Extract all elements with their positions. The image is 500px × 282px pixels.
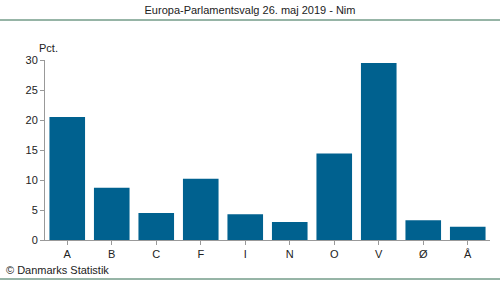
svg-text:0: 0 (32, 234, 38, 246)
svg-text:Europa-Parlamentsvalg 26. maj: Europa-Parlamentsvalg 26. maj 2019 - Nim (145, 4, 356, 16)
svg-text:5: 5 (32, 204, 38, 216)
svg-text:Pct.: Pct. (39, 42, 58, 54)
svg-text:© Danmarks Statistik: © Danmarks Statistik (6, 264, 109, 276)
svg-text:20: 20 (26, 114, 38, 126)
svg-text:Å: Å (464, 248, 472, 260)
svg-text:N: N (286, 248, 294, 260)
svg-text:F: F (197, 248, 204, 260)
svg-text:I: I (244, 248, 247, 260)
svg-text:A: A (64, 248, 72, 260)
svg-text:Ø: Ø (419, 248, 428, 260)
svg-text:C: C (152, 248, 160, 260)
svg-text:V: V (375, 248, 383, 260)
svg-text:10: 10 (26, 174, 38, 186)
svg-text:B: B (108, 248, 115, 260)
svg-text:15: 15 (26, 144, 38, 156)
svg-text:25: 25 (26, 84, 38, 96)
svg-text:O: O (330, 248, 339, 260)
svg-text:30: 30 (26, 54, 38, 66)
